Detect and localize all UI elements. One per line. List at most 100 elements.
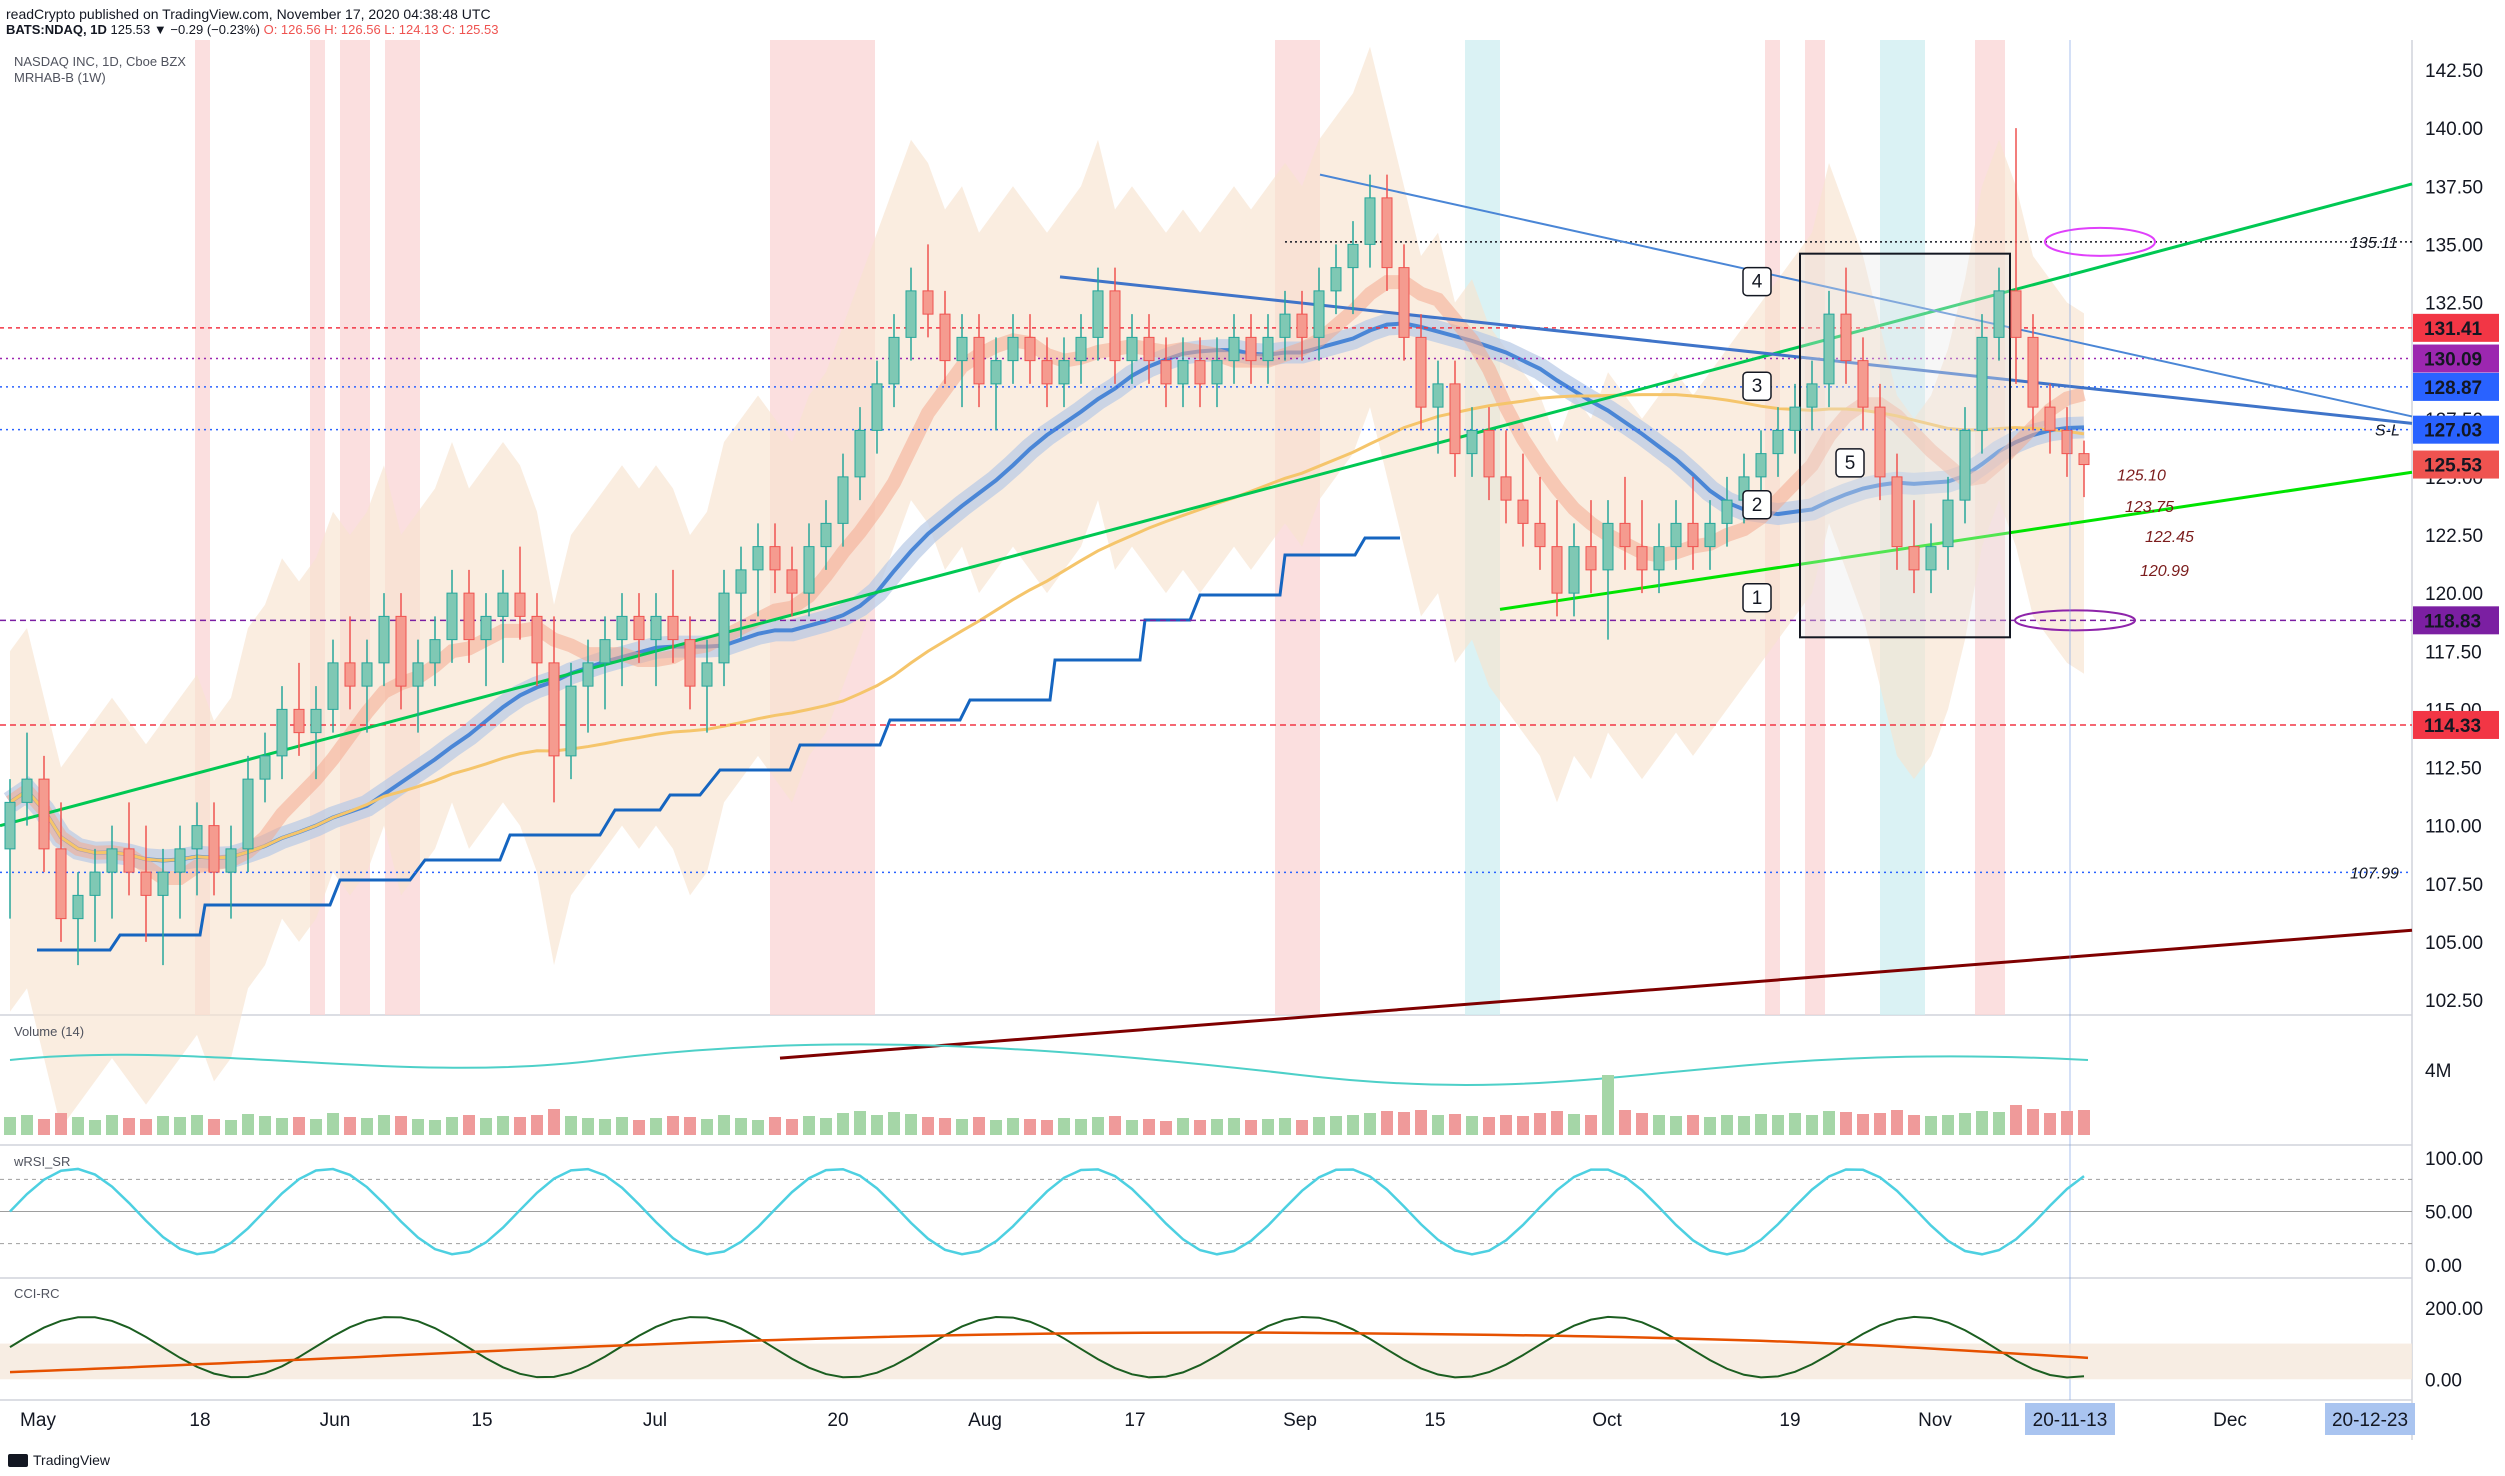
volume-bar [1823,1111,1835,1135]
wave-callout-4: 4 [1742,266,1772,297]
candle-body [1109,290,1121,362]
volume-bar [208,1119,220,1135]
date-badge-text: 20-12-23 [2332,1410,2408,1431]
candle [1942,476,1954,570]
candle-body [1823,313,1835,385]
volume-bar [650,1118,662,1135]
candle-body [1279,313,1291,338]
wave-callout-box [1835,448,1865,478]
candle-body [786,569,798,594]
candle-body [1160,360,1172,385]
candle [1789,383,1801,454]
candle [1483,407,1495,501]
candle-body [990,360,1002,385]
volume-bar [106,1115,118,1135]
y-tick-label: 122.50 [2425,526,2483,547]
volume-bar [1194,1120,1206,1135]
candle-body [1024,336,1036,362]
price-badge-text: 125.53 [2424,456,2482,477]
y-tick-label: 140.00 [2425,119,2483,140]
level-label: 122.45 [2145,529,2194,546]
volume-pane-label: Volume (14) [14,1024,84,1039]
x-tick-label: Nov [1918,1410,1952,1431]
candle [820,500,832,570]
price-badge-text: 127.03 [2424,421,2482,442]
candle [1534,476,1546,570]
volume-bar [1500,1115,1512,1135]
candle [378,593,390,687]
wave-box [1799,252,2011,639]
candle-body [1619,522,1631,548]
candle [1194,337,1206,408]
candle-body [1789,406,1801,431]
candle-body [1075,336,1087,362]
candle [1959,407,1971,524]
price-change: 125.53 ▼ −0.29 (−0.23%) [110,22,260,37]
candle-body [1755,453,1767,478]
x-tick-label: 20 [827,1410,848,1431]
volume-bar [395,1116,407,1135]
candle [1296,290,1308,361]
volume-bar [1075,1119,1087,1135]
volume-bar [1211,1119,1223,1135]
price-badge-text: 128.87 [2424,378,2482,399]
candle [939,290,951,384]
candle [361,639,373,733]
axes: 142.50 140.00 137.50 135.00 132.50 1 3 0.00 127.… [20,61,2499,1435]
y-tick-label: 135.00 [2425,235,2483,256]
candle-body [327,662,339,710]
volume-bar [531,1115,543,1135]
candle [1500,430,1512,524]
candle-body [2044,406,2056,431]
cci-signal [9,1331,2089,1374]
volume-bar [1041,1120,1053,1135]
price-badge-bg [2413,415,2499,444]
cci-pane-label: CCI-RC [14,1286,60,1301]
candle [72,872,84,966]
volume-bar [310,1119,322,1135]
candle [1585,500,1597,594]
volume-bar [582,1118,594,1135]
candle-body [1602,522,1614,571]
candle-body [1381,197,1393,269]
price-badge-bg [2413,606,2499,635]
candle [1636,500,1648,594]
volume-bar [1840,1112,1852,1135]
candle-body [429,639,441,664]
candle [803,523,815,617]
trendline-green-lower [1499,470,2413,611]
candle-body [1330,267,1342,292]
volume-bar [667,1116,679,1135]
volume-bar [1364,1113,1376,1135]
pane-frames [0,40,2413,1440]
candle-body [1041,360,1053,385]
candle-body [803,546,815,594]
candle-body [667,615,679,641]
volume-bar [548,1109,560,1135]
volume-bar [259,1116,271,1135]
x-tick-label: Jun [320,1410,351,1431]
candle-body [1534,522,1546,548]
price-badge-bg [2413,710,2499,739]
candle [259,732,271,803]
candle [1772,407,1784,477]
candle-body [1704,522,1716,548]
volume-bar [1891,1110,1903,1135]
candle-body [1228,336,1240,362]
candle [1245,314,1257,384]
candle-body [1143,336,1155,362]
candle [786,546,798,617]
candle-body [310,708,322,734]
y-tick-label: 120.00 [2425,584,2483,605]
wave-callout-text: 4 [1752,272,1763,293]
volume-bar [752,1120,764,1135]
candle-body [939,313,951,362]
candle-body [1449,383,1461,455]
volume-bar [1908,1115,1920,1135]
y-tick-label: 110.00 [2425,817,2482,838]
y-tick-label: 105.00 [2425,933,2483,954]
volume-bar [718,1115,730,1135]
x-tick-label: Jul [643,1410,667,1431]
indicator-label: MRHAB-B (1W) [14,70,106,85]
volume-bar [1568,1114,1580,1135]
